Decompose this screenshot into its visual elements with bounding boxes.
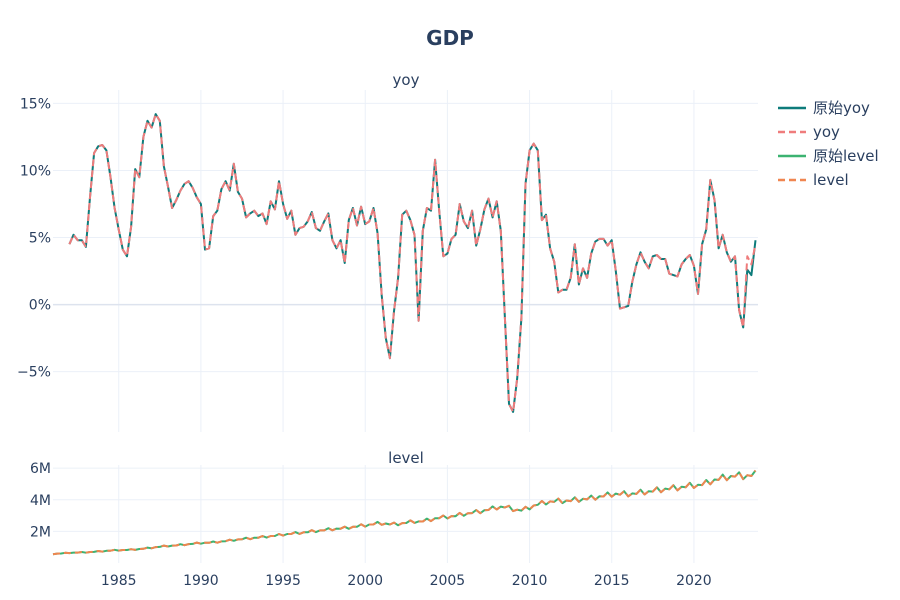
yoy-y-tick-label: 0% (29, 298, 51, 314)
legend[interactable]: 原始yoy yoy 原始level level (778, 99, 879, 189)
yoy-series (68, 113, 757, 413)
x-tick-label-2010: 2010 (512, 573, 548, 589)
level-y-tick-label: 2M (30, 524, 51, 540)
yoy-y-tick-labels: −5% 0% 5% 10% 15% (17, 96, 51, 380)
legend-item-2[interactable]: 原始level (778, 147, 879, 165)
x-tick-label-2000: 2000 (347, 573, 383, 589)
x-tick-label-2005: 2005 (430, 573, 466, 589)
x-tick-label-2015: 2015 (594, 573, 630, 589)
series-line-yoy (68, 113, 757, 413)
chart-title: GDP (426, 26, 474, 50)
x-tick-label-1995: 1995 (265, 573, 301, 589)
x-tick-label-2020: 2020 (676, 573, 712, 589)
level-y-tick-labels: 2M 4M 6M (30, 461, 51, 540)
panel-subtitle-yoy: yoy (393, 71, 420, 89)
series-line-raw-level (52, 469, 757, 556)
series-line-raw-yoy (68, 113, 757, 413)
level-gridlines (53, 465, 758, 563)
x-tick-label-1990: 1990 (183, 573, 219, 589)
level-y-tick-label: 6M (30, 461, 51, 477)
legend-label: 原始yoy (813, 99, 870, 117)
legend-label: level (813, 171, 849, 189)
yoy-y-tick-label: 15% (20, 96, 51, 112)
legend-label: 原始level (813, 147, 879, 165)
yoy-gridlines (53, 90, 758, 432)
series-line-level (52, 469, 757, 556)
yoy-y-tick-label: 5% (29, 231, 51, 247)
panel-subtitle-level: level (388, 449, 424, 467)
x-tick-label-1985: 1985 (101, 573, 137, 589)
legend-item-0[interactable]: 原始yoy (778, 99, 870, 117)
level-y-tick-label: 4M (30, 493, 51, 509)
legend-item-3[interactable]: level (778, 171, 849, 189)
x-axis-tick-labels: 1985 1990 1995 2000 2005 2010 2015 2020 (101, 573, 712, 589)
yoy-y-tick-label: −5% (17, 365, 51, 381)
legend-label: yoy (813, 123, 840, 141)
yoy-y-tick-label: 10% (20, 163, 51, 179)
level-series (52, 469, 757, 556)
legend-item-1[interactable]: yoy (778, 123, 840, 141)
